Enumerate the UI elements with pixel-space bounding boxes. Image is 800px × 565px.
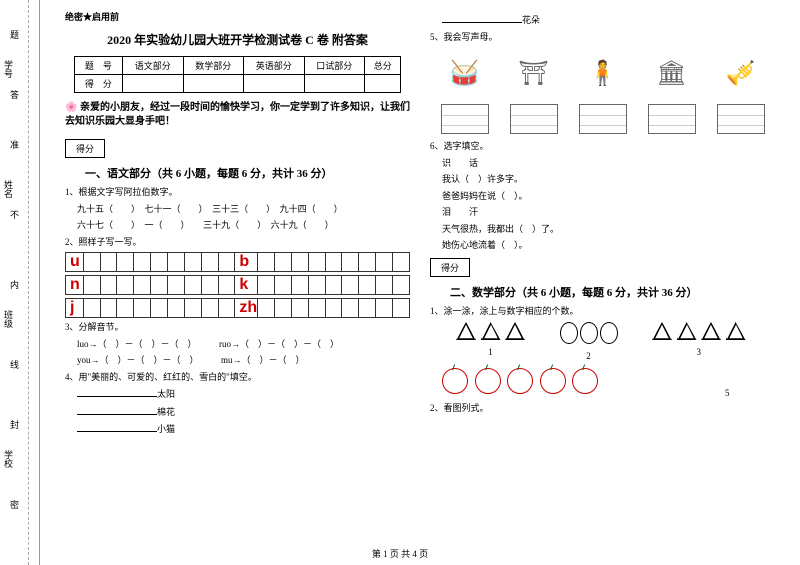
secret-label: 绝密★启用前 [65,10,410,23]
content-area: 绝密★启用前 2020 年实验幼儿园大班开学检测试卷 C 卷 附答案 题 号 语… [40,0,800,565]
q6: 6、选字填空。 [430,140,775,154]
td [123,75,184,93]
margin-label: 答 [8,90,21,99]
q4-blank: 太阳 [77,387,410,402]
section-2-title: 二、数学部分（共 6 小题，每题 6 分，共计 36 分） [450,284,775,300]
th: 总分 [365,57,401,75]
apple-row: 5 [440,366,775,399]
picture-row: 🥁 ⛩ 🧍 🏛 🎺 [430,48,775,98]
margin-label: 线 [8,360,21,369]
q5: 5、我会写声母。 [430,31,775,45]
left-column: 绝密★启用前 2020 年实验幼儿园大班开学检测试卷 C 卷 附答案 题 号 语… [55,10,420,555]
margin-label: 不 [8,210,21,219]
page-footer: 第 1 页 共 4 页 [0,547,800,560]
margin-label: 内 [8,280,21,289]
th: 题 号 [74,57,122,75]
letter-grid: ub nk jzh [65,252,410,318]
write-boxes [430,102,775,136]
margin-field: 班级 [2,310,15,328]
q4-blank: 花朵 [442,13,775,28]
write-box [441,104,489,134]
trumpet-icon: 🎺 [713,48,768,98]
q4-blank: 棉花 [77,405,410,420]
q1: 1、根据文字写阿拉伯数字。 [65,186,410,200]
th: 英语部分 [244,57,305,75]
q4: 4、用"美丽的、可爱的、红红的、雪白的"填空。 [65,371,410,385]
th: 语文部分 [123,57,184,75]
apple-icon [507,368,533,394]
q6-line: 天气很热，我都出（ ）了。 [442,223,775,237]
apple-icon [475,368,501,394]
apple-icon [572,368,598,394]
q6-line: 爸爸妈妈在说（ ）。 [442,190,775,204]
binding-margin: 题 学号 答 准 姓名 不 内 班级 线 封 学校 密 [0,0,40,565]
shapes-row: 1 2 3 [440,321,775,361]
q3-line: you→（ ）－（ ）－（ ） mu→（ ）－（ ） [77,354,410,368]
drum-icon: 🥁 [437,48,492,98]
write-box [648,104,696,134]
triangle-group-2: 3 [651,321,747,357]
q6-line: 我认（ ）许多字。 [442,173,775,187]
margin-field: 姓名 [2,180,15,198]
q3: 3、分解音节。 [65,321,410,335]
write-box [579,104,627,134]
gate-icon: ⛩ [506,48,561,98]
margin-label: 准 [8,140,21,149]
write-box [717,104,765,134]
margin-field: 学号 [2,60,15,78]
margin-label: 封 [8,420,21,429]
m1: 1、涂一涂，涂上与数字相应的个数。 [430,305,775,319]
td: 得 分 [74,75,122,93]
q2: 2、照样子写一写。 [65,236,410,250]
intro-text: 🌸 亲爱的小朋友，经过一段时间的愉快学习，你一定学到了许多知识，让我们去知识乐园… [65,101,410,129]
write-box [510,104,558,134]
margin-label: 题 [8,30,21,39]
score-box: 得分 [430,258,470,277]
q3-line: luo→（ ）－（ ）－（ ） ruo→（ ）－（ ）－（ ） [77,338,410,352]
arch-icon: 🏛 [644,48,699,98]
m2: 2、看图列式。 [430,402,775,416]
triangle-group: 1 [455,321,526,357]
margin-field: 学校 [2,450,15,468]
dash-line [28,0,29,565]
q6-line: 她伤心地流着（ ）。 [442,239,775,253]
score-box: 得分 [65,139,105,158]
child-icon: 🧍 [575,48,630,98]
right-column: 花朵 5、我会写声母。 🥁 ⛩ 🧍 🏛 🎺 6、选字填空。 识 话 我认（ ）许… [420,10,785,555]
q1-line: 六十七（ ） 一（ ） 三十九（ ） 六十九（ ） [77,219,410,233]
margin-label: 密 [8,500,21,509]
q4-blank: 小猫 [77,422,410,437]
apple-icon [540,368,566,394]
section-1-title: 一、语文部分（共 6 小题，每题 6 分，共计 36 分） [85,165,410,181]
apple-icon [442,368,468,394]
th: 口试部分 [304,57,365,75]
page-container: 题 学号 答 准 姓名 不 内 班级 线 封 学校 密 绝密★启用前 2020 … [0,0,800,565]
q6-words: 泪 汗 [442,206,775,220]
th: 数学部分 [183,57,244,75]
score-table: 题 号 语文部分 数学部分 英语部分 口试部分 总分 得 分 [74,56,402,93]
q6-words: 识 话 [442,157,775,171]
q1-line: 九十五（ ） 七十一（ ） 三十三（ ） 九十四（ ） [77,203,410,217]
oval-group: 2 [559,321,619,361]
exam-title: 2020 年实验幼儿园大班开学检测试卷 C 卷 附答案 [65,31,410,48]
